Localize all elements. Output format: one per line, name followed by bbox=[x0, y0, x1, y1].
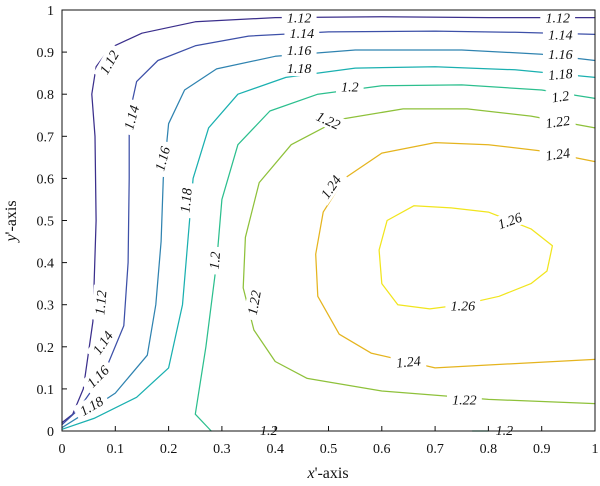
y-tick-label: 0.7 bbox=[37, 130, 55, 145]
y-tick-label: 0.1 bbox=[37, 383, 55, 398]
x-axis-title-variable: x bbox=[306, 465, 314, 482]
contour-label-bg bbox=[205, 246, 224, 275]
contour-label-bg bbox=[336, 78, 364, 95]
y-tick-label: 0.3 bbox=[37, 299, 55, 314]
contour-line-1-14 bbox=[61, 30, 596, 426]
contour-label-bg bbox=[542, 64, 579, 84]
x-tick-label: 0.4 bbox=[266, 442, 284, 457]
contour-line-1-2 bbox=[194, 84, 596, 432]
contour-label-1-18: 1.18 bbox=[179, 188, 196, 214]
contour-label-bg bbox=[255, 422, 283, 439]
contour-label-bg bbox=[93, 43, 125, 82]
contour-label-bg bbox=[314, 167, 348, 206]
contour-label-bg bbox=[72, 390, 111, 422]
contour-label-bg bbox=[390, 352, 427, 372]
contour-label-bg bbox=[281, 41, 317, 58]
contour-label-bg bbox=[176, 182, 196, 219]
y-tick-label: 0.2 bbox=[37, 341, 55, 356]
y-tick-label: 0.5 bbox=[37, 215, 55, 230]
y-tick-label: 0 bbox=[47, 425, 54, 440]
y-axis: 0 0.1 0.2 0.3 0.4 0.5 0.6 0.7 0.8 0.9 1 bbox=[37, 4, 67, 440]
contour-label-1-2: 1.2 bbox=[260, 424, 278, 439]
contour-label-1-18: 1.18 bbox=[287, 62, 312, 77]
contour-label-bg bbox=[542, 26, 578, 43]
x-axis-title: x'-axis bbox=[306, 465, 348, 482]
x-tick-label: 0.9 bbox=[533, 442, 551, 457]
contour-label-bg bbox=[242, 284, 265, 322]
contour-label-bg bbox=[85, 323, 120, 362]
contour-line-1-22 bbox=[242, 108, 596, 405]
contour-label-bg bbox=[545, 86, 576, 107]
contour-label-1-14: 1.14 bbox=[290, 27, 315, 42]
y-axis-title: y'-axis bbox=[3, 200, 20, 243]
x-axis-title-suffix: '-axis bbox=[315, 465, 349, 482]
contour-label-1-16: 1.16 bbox=[153, 145, 174, 173]
contour-label-1-24: 1.24 bbox=[396, 354, 422, 371]
x-tick-label: 0.1 bbox=[107, 442, 125, 457]
contour-label-1-12: 1.12 bbox=[287, 12, 312, 27]
y-axis-title-suffix: '-axis bbox=[3, 200, 20, 234]
contour-label-1-12: 1.12 bbox=[545, 12, 570, 27]
contour-label-bg bbox=[281, 60, 317, 77]
x-tick-label: 0.7 bbox=[426, 442, 444, 457]
contour-label-1-22: 1.22 bbox=[452, 393, 477, 408]
y-tick-label: 0.6 bbox=[37, 172, 55, 187]
contour-label-1-22: 1.22 bbox=[545, 114, 571, 132]
contour-label-bg bbox=[540, 9, 576, 26]
contour-label-1-16: 1.16 bbox=[548, 48, 573, 63]
contour-label-1-2: 1.2 bbox=[551, 89, 570, 106]
contour-label-bg bbox=[119, 98, 144, 137]
contour-label-bg bbox=[309, 105, 348, 135]
contour-label-bg bbox=[149, 139, 175, 178]
x-tick-label: 0 bbox=[59, 442, 66, 457]
contour-label-bg bbox=[445, 297, 481, 314]
contour-line-1-16 bbox=[61, 49, 596, 429]
x-tick-label: 0.6 bbox=[373, 442, 391, 457]
contour-label-bg bbox=[90, 284, 110, 321]
x-tick-label: 0.2 bbox=[160, 442, 178, 457]
y-tick-label: 0.4 bbox=[37, 257, 55, 272]
contour-label-1-26: 1.26 bbox=[496, 211, 524, 233]
contour-label-bg bbox=[447, 391, 482, 408]
x-axis: 0 0.1 0.2 0.3 0.4 0.5 0.6 0.7 0.8 0.9 1 bbox=[59, 426, 599, 457]
contour-lines-group bbox=[61, 16, 596, 432]
contour-label-bg bbox=[542, 46, 578, 63]
contour-label-1-2: 1.2 bbox=[341, 81, 359, 96]
y-tick-label: 0.8 bbox=[37, 88, 55, 103]
contour-label-1-16: 1.16 bbox=[287, 44, 312, 59]
contour-labels-group: 1.121.12 1.121.121.141.14 1.141.141.161.16… bbox=[72, 9, 579, 439]
contour-label-bg bbox=[281, 9, 317, 26]
contour-label-1-2: 1.2 bbox=[208, 251, 224, 270]
contour-line-1-12 bbox=[61, 16, 596, 424]
contour-label-bg bbox=[79, 358, 116, 395]
contour-label-1-22: 1.22 bbox=[246, 289, 265, 316]
x-tick-label: 0.3 bbox=[213, 442, 231, 457]
contour-label-bg bbox=[490, 207, 529, 234]
contour-label-bg bbox=[284, 25, 320, 42]
contour-label-1-24: 1.24 bbox=[545, 146, 571, 164]
contour-label-bg bbox=[539, 143, 577, 165]
x-tick-label: 0.8 bbox=[480, 442, 498, 457]
y-tick-label: 1 bbox=[47, 4, 54, 19]
contour-line-1-18 bbox=[61, 66, 596, 430]
x-tick-label: 0.5 bbox=[320, 442, 338, 457]
contour-line-1-24 bbox=[315, 141, 596, 369]
contour-label-bg bbox=[490, 422, 519, 439]
contour-label-1-2: 1.2 bbox=[496, 424, 514, 439]
y-tick-label: 0.9 bbox=[37, 46, 55, 61]
contour-label-1-18: 1.18 bbox=[548, 67, 574, 84]
contour-label-bg bbox=[539, 111, 577, 132]
x-tick-label: 1 bbox=[592, 442, 599, 457]
contour-label-1-14: 1.14 bbox=[122, 104, 143, 132]
contour-label-1-26: 1.26 bbox=[451, 300, 476, 315]
contour-label-1-14: 1.14 bbox=[548, 28, 573, 43]
y-axis-title-variable: y bbox=[3, 234, 20, 244]
contour-label-1-12: 1.12 bbox=[93, 290, 110, 316]
